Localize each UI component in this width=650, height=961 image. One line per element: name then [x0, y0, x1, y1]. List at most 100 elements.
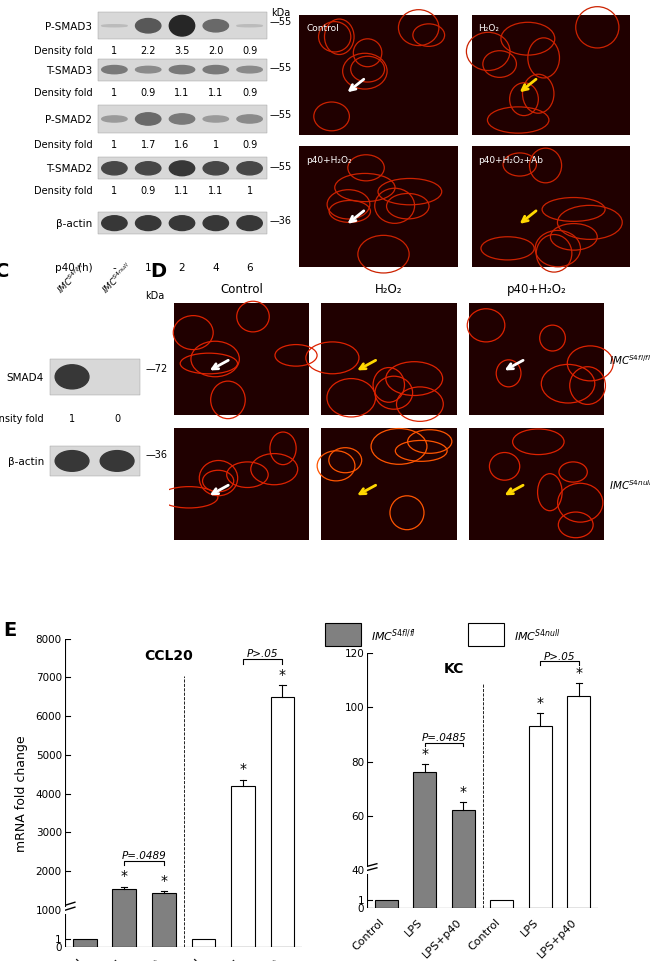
- FancyBboxPatch shape: [174, 304, 309, 415]
- Bar: [452, 810, 475, 908]
- Text: P>.05: P>.05: [247, 649, 278, 658]
- Text: 2.0: 2.0: [208, 46, 224, 57]
- Text: LPS+p40: LPS+p40: [421, 916, 463, 959]
- Text: p40 (h): p40 (h): [55, 262, 92, 273]
- Text: 0: 0: [55, 942, 62, 951]
- Text: —55: —55: [269, 111, 291, 120]
- Text: β-actin: β-actin: [56, 219, 92, 229]
- Bar: [98, 13, 266, 40]
- FancyBboxPatch shape: [321, 429, 457, 540]
- Text: IMC$^{S4fl/fl}$: IMC$^{S4fl/fl}$: [609, 353, 650, 366]
- Text: p40+H₂O₂: p40+H₂O₂: [306, 156, 352, 164]
- Text: E: E: [3, 620, 16, 639]
- FancyBboxPatch shape: [321, 304, 457, 415]
- Text: 3.5: 3.5: [174, 46, 190, 57]
- Text: IMC$^{S4null}$: IMC$^{S4null}$: [99, 260, 135, 296]
- Text: 4: 4: [213, 262, 219, 273]
- Ellipse shape: [102, 162, 127, 176]
- Text: kDa: kDa: [145, 291, 164, 301]
- Text: Density fold: Density fold: [0, 413, 44, 423]
- Bar: [112, 889, 136, 947]
- Bar: [567, 697, 590, 908]
- Ellipse shape: [203, 162, 229, 176]
- Ellipse shape: [136, 216, 161, 232]
- Text: *: *: [421, 747, 428, 760]
- Text: LPS+p40: LPS+p40: [240, 956, 283, 961]
- Text: —36: —36: [145, 449, 167, 459]
- Text: *: *: [537, 695, 544, 709]
- Ellipse shape: [169, 16, 195, 37]
- Text: 60: 60: [351, 811, 364, 821]
- Text: Control: Control: [168, 956, 203, 961]
- Text: *: *: [279, 667, 286, 680]
- Text: 1: 1: [111, 139, 118, 150]
- Text: *: *: [161, 873, 167, 887]
- Ellipse shape: [169, 114, 195, 125]
- Text: KC: KC: [444, 661, 465, 676]
- Text: 1.1: 1.1: [174, 186, 190, 196]
- Ellipse shape: [203, 116, 229, 123]
- Text: 8000: 8000: [36, 634, 62, 644]
- Text: 1: 1: [358, 896, 364, 905]
- Text: 0.9: 0.9: [242, 46, 257, 57]
- Text: 1.7: 1.7: [140, 139, 156, 150]
- Text: —55: —55: [269, 17, 291, 27]
- Text: IMC$^{S4null}$: IMC$^{S4null}$: [514, 627, 560, 643]
- Text: —72: —72: [145, 363, 167, 373]
- Text: IMC$^{S4fl/fl}$: IMC$^{S4fl/fl}$: [55, 261, 90, 296]
- Text: 120: 120: [344, 649, 364, 658]
- Text: 1: 1: [111, 87, 118, 97]
- Bar: [231, 786, 255, 947]
- Text: —36: —36: [269, 216, 291, 226]
- Text: Control: Control: [49, 956, 84, 961]
- Text: 80: 80: [351, 756, 364, 767]
- Text: 6000: 6000: [36, 711, 62, 722]
- Text: P>.05: P>.05: [544, 651, 575, 661]
- Text: 1.1: 1.1: [208, 186, 224, 196]
- Ellipse shape: [55, 365, 89, 389]
- Text: mRNA fold change: mRNA fold change: [15, 734, 28, 851]
- Bar: [98, 60, 266, 82]
- FancyBboxPatch shape: [472, 147, 630, 268]
- Text: 0: 0: [358, 903, 364, 913]
- Text: T-SMAD3: T-SMAD3: [46, 65, 92, 76]
- Text: 1000: 1000: [36, 904, 62, 915]
- Text: 2.2: 2.2: [140, 46, 156, 57]
- Ellipse shape: [169, 161, 195, 177]
- Text: -: -: [112, 262, 116, 273]
- Text: Density fold: Density fold: [34, 87, 92, 97]
- Text: Control: Control: [351, 916, 387, 951]
- Text: SMAD4: SMAD4: [6, 373, 44, 382]
- Text: *: *: [121, 869, 128, 882]
- Text: 1: 1: [145, 262, 151, 273]
- Text: 1: 1: [213, 139, 219, 150]
- Bar: [152, 894, 176, 947]
- Ellipse shape: [136, 19, 161, 34]
- Ellipse shape: [237, 26, 262, 28]
- Bar: [192, 939, 215, 947]
- Text: H₂O₂: H₂O₂: [478, 24, 500, 33]
- Text: 40: 40: [351, 865, 364, 875]
- Ellipse shape: [237, 67, 262, 74]
- Text: p40+H₂O₂: p40+H₂O₂: [506, 283, 566, 296]
- Text: LPS+p40: LPS+p40: [536, 916, 579, 959]
- Text: p40+H₂O₂+Ab: p40+H₂O₂+Ab: [478, 156, 543, 164]
- Text: 3000: 3000: [36, 827, 62, 837]
- Ellipse shape: [102, 66, 127, 75]
- Ellipse shape: [237, 216, 262, 232]
- Text: 7000: 7000: [36, 673, 62, 682]
- Ellipse shape: [203, 216, 229, 232]
- Ellipse shape: [102, 26, 127, 28]
- Text: 0.9: 0.9: [140, 87, 156, 97]
- Text: 1: 1: [111, 186, 118, 196]
- Bar: [49, 446, 140, 477]
- Bar: [375, 900, 398, 908]
- Text: CCL20: CCL20: [144, 649, 193, 662]
- Text: Control: Control: [306, 24, 339, 33]
- Text: IMC$^{S4fl/fl}$: IMC$^{S4fl/fl}$: [370, 627, 415, 643]
- Text: P-SMAD2: P-SMAD2: [46, 115, 92, 125]
- Text: Density fold: Density fold: [34, 139, 92, 150]
- Ellipse shape: [136, 162, 161, 176]
- Text: 1: 1: [111, 46, 118, 57]
- Text: C: C: [0, 261, 9, 281]
